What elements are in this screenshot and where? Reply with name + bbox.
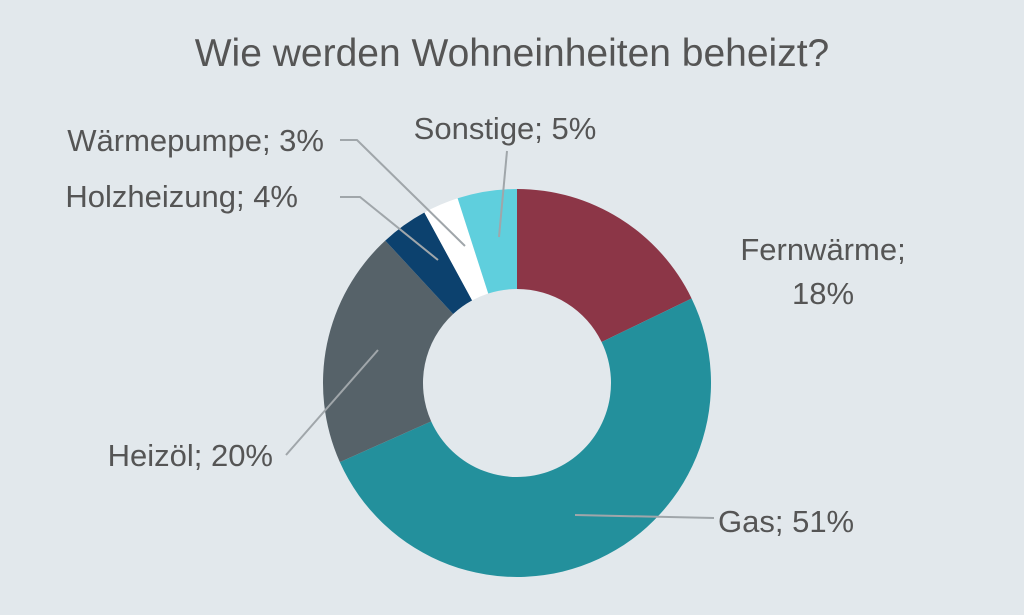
- data-label-wärmepumpe: Wärmepumpe; 3%: [67, 123, 324, 158]
- leader-line-sonstige: [498, 150, 508, 238]
- slices-layer: [323, 189, 712, 578]
- data-label-holzheizung: Holzheizung; 4%: [65, 179, 298, 214]
- leader-line-gas: [574, 514, 715, 519]
- donut-slice-wärmepumpe: [424, 198, 489, 301]
- data-labels: Fernwärme; 18% Gas; 51% Heizöl; 20% Holzheiz…: [65, 111, 905, 539]
- data-label-fernwärme: Fernwärme; 18%: [740, 232, 905, 311]
- data-label-sonstige: Sonstige; 5%: [414, 111, 597, 146]
- donut-slice-sonstige: [457, 189, 517, 294]
- donut-slice-fernwärme: [517, 189, 692, 343]
- leader-lines: [285, 139, 715, 519]
- data-label-heizöl: Heizöl; 20%: [108, 438, 273, 473]
- leader-line-wärmepumpe: [340, 139, 466, 247]
- donut-slice-holzheizung: [385, 212, 473, 314]
- leader-line-heizöl: [285, 349, 379, 456]
- donut-slice-heizöl: [323, 240, 454, 463]
- leader-line-holzheizung: [340, 196, 439, 261]
- data-label-gas: Gas; 51%: [718, 504, 854, 539]
- chart-title: Wie werden Wohneinheiten beheizt?: [195, 32, 830, 75]
- donut-slice-gas: [339, 298, 712, 578]
